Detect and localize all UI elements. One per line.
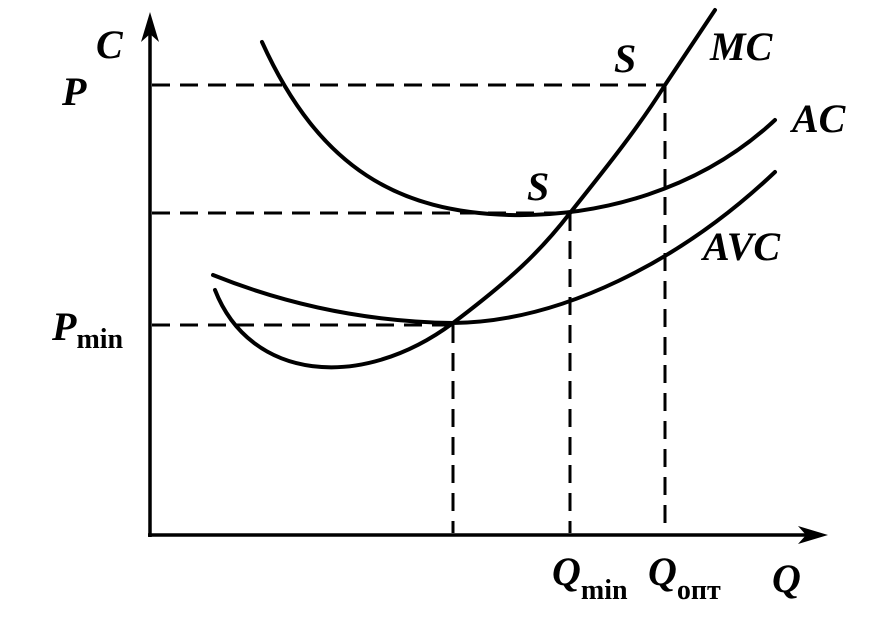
- curve-label: AVC: [700, 224, 781, 269]
- quantity-label-sub: min: [581, 575, 628, 606]
- curve-label: AC: [789, 96, 847, 141]
- x-axis-arrow: [798, 526, 828, 544]
- quantity-label-main: Q: [552, 549, 581, 594]
- curve-label: MC: [709, 24, 774, 69]
- quantity-label: Qопт: [648, 549, 721, 606]
- price-label-sub: min: [76, 324, 123, 355]
- y-axis-arrow: [141, 12, 159, 42]
- price-label: Pmin: [51, 304, 124, 355]
- x-axis-label: Q: [772, 556, 801, 601]
- mc-curve: [213, 8, 717, 370]
- y-axis-label: C: [96, 22, 124, 67]
- price-label: P: [61, 69, 87, 114]
- ac-curve: [260, 40, 777, 218]
- quantity-label-main: Q: [648, 549, 677, 594]
- quantity-label: Qmin: [552, 549, 628, 606]
- quantity-label-sub: опт: [677, 575, 721, 606]
- point-label: S: [614, 36, 636, 81]
- avc-curve: [211, 170, 777, 326]
- point-label: S: [527, 164, 549, 209]
- price-label-main: P: [51, 304, 77, 349]
